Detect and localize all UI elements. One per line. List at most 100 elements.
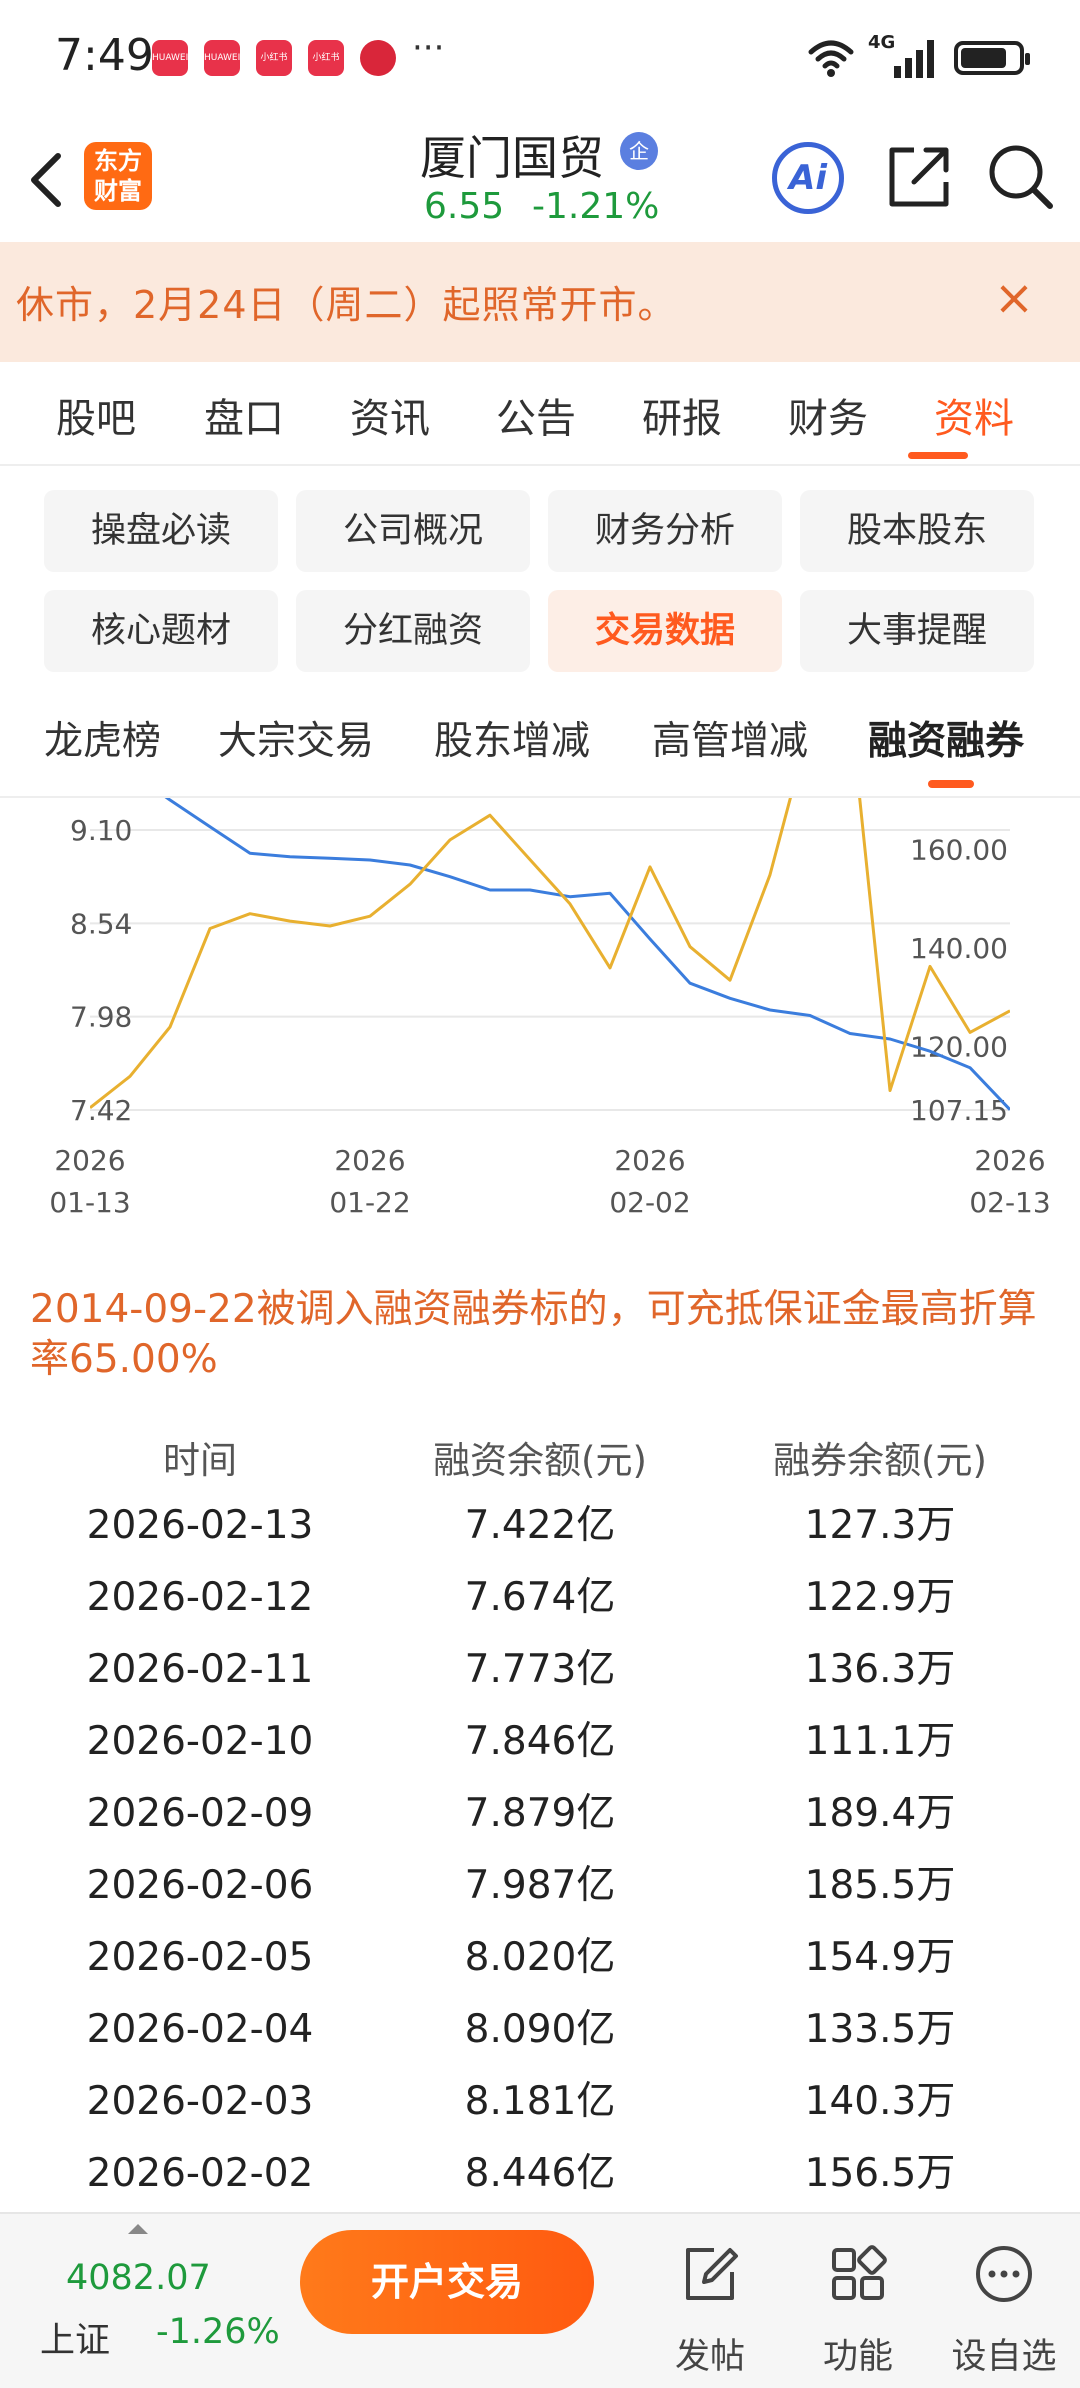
row-financing-balance: 7.422亿 bbox=[464, 1503, 616, 1548]
share-icon[interactable] bbox=[884, 142, 954, 212]
status-time: 7:49 bbox=[55, 30, 154, 81]
index-value[interactable]: 4082.07 bbox=[66, 2258, 211, 2298]
row-financing-balance: 8.090亿 bbox=[464, 2007, 616, 2052]
enterprise-badge-icon: 企 bbox=[620, 132, 658, 170]
stock-header: 东方 财富 厦门国贸 企 6.55 -1.21% Ai bbox=[0, 110, 1080, 240]
row-date: 2026-02-04 bbox=[86, 2007, 314, 2052]
network-type: 4G bbox=[868, 32, 896, 53]
close-icon[interactable]: × bbox=[993, 270, 1035, 326]
tab-profile[interactable]: 资料 bbox=[934, 396, 1014, 442]
row-short-balance: 189.4万 bbox=[804, 1791, 956, 1836]
row-financing-balance: 8.446亿 bbox=[464, 2151, 616, 2196]
chip-trading-data[interactable]: 交易数据 bbox=[548, 590, 782, 672]
short-balance-line bbox=[90, 798, 1010, 1109]
wifi-icon bbox=[808, 40, 854, 77]
row-date: 2026-02-06 bbox=[86, 1863, 314, 1908]
subtab-dragon-tiger[interactable]: 龙虎榜 bbox=[44, 719, 162, 764]
y-right-tick-label: 107.15 bbox=[910, 1094, 1008, 1127]
header-short-balance: 融券余额(元) bbox=[773, 1439, 987, 1482]
tab-announcements[interactable]: 公告 bbox=[496, 396, 576, 442]
huawei-notification-icon: HUAWEI bbox=[204, 40, 240, 76]
caret-up-icon[interactable] bbox=[128, 2224, 148, 2234]
row-financing-balance: 8.020亿 bbox=[464, 1935, 616, 1980]
add-watchlist-button[interactable]: 设自选 bbox=[944, 2244, 1064, 2379]
index-name[interactable]: 上证 bbox=[40, 2321, 111, 2361]
more-notifications-icon: ··· bbox=[412, 28, 445, 68]
trading-data-subtabs: 龙虎榜 大宗交易 股东增减 高管增减 融资融券 bbox=[0, 700, 1080, 798]
add-watchlist-label: 设自选 bbox=[951, 2337, 1057, 2377]
row-short-balance: 133.5万 bbox=[804, 2007, 956, 2052]
x-tick-label-year: 2026 bbox=[334, 1144, 405, 1177]
banner-text: 休市，2月24日（周二）起照常开市。 bbox=[16, 283, 677, 327]
tab-pankou[interactable]: 盘口 bbox=[204, 396, 284, 442]
subtab-block-trade[interactable]: 大宗交易 bbox=[218, 719, 375, 764]
tab-news[interactable]: 资讯 bbox=[350, 396, 430, 442]
margin-trading-chart: 9.108.547.987.42160.00140.00120.00107.15… bbox=[49, 798, 1051, 1219]
row-date: 2026-02-13 bbox=[86, 1503, 314, 1548]
y-left-tick-label: 8.54 bbox=[70, 907, 132, 940]
search-icon[interactable] bbox=[986, 140, 1056, 214]
row-financing-balance: 7.773亿 bbox=[464, 1647, 616, 1692]
row-short-balance: 127.3万 bbox=[804, 1503, 956, 1548]
index-change[interactable]: -1.26% bbox=[156, 2312, 280, 2352]
chip-share-capital[interactable]: 股本股东 bbox=[800, 490, 1034, 572]
row-financing-balance: 7.879亿 bbox=[464, 1791, 616, 1836]
post-button[interactable]: 发帖 bbox=[650, 2244, 770, 2379]
subtab-margin-trading[interactable]: 融资融券 bbox=[868, 719, 1025, 764]
row-date: 2026-02-03 bbox=[86, 2079, 314, 2124]
row-financing-balance: 7.987亿 bbox=[464, 1863, 616, 1908]
y-left-tick-label: 9.10 bbox=[70, 814, 132, 847]
table-row: 2026-02-12 7.674亿 122.9万 bbox=[0, 1562, 1080, 1634]
function-button[interactable]: 功能 bbox=[798, 2244, 918, 2379]
header-date: 时间 bbox=[163, 1439, 237, 1482]
row-short-balance: 122.9万 bbox=[804, 1575, 956, 1620]
subtab-executive-change[interactable]: 高管增减 bbox=[652, 719, 809, 764]
table-row: 2026-02-09 7.879亿 189.4万 bbox=[0, 1778, 1080, 1850]
row-short-balance: 136.3万 bbox=[804, 1647, 956, 1692]
market-closed-banner: 休市，2月24日（周二）起照常开市。 × bbox=[0, 242, 1080, 362]
tab-research[interactable]: 研报 bbox=[642, 396, 722, 442]
tab-finance[interactable]: 财务 bbox=[788, 396, 868, 442]
status-bar: 7:49 HUAWEI HUAWEI 小红书 小红书 ··· 4G bbox=[0, 0, 1080, 110]
chip-core-themes[interactable]: 核心题材 bbox=[44, 590, 278, 672]
table-row: 2026-02-05 8.020亿 154.9万 bbox=[0, 1922, 1080, 1994]
tab-guba[interactable]: 股吧 bbox=[56, 396, 136, 442]
main-tabs: 股吧 盘口 资讯 公告 研报 财务 资料 bbox=[0, 372, 1080, 466]
chip-must-read[interactable]: 操盘必读 bbox=[44, 490, 278, 572]
row-short-balance: 111.1万 bbox=[804, 1719, 956, 1764]
chip-company-overview[interactable]: 公司概况 bbox=[296, 490, 530, 572]
ai-assistant-button[interactable]: Ai bbox=[772, 142, 844, 214]
active-tab-indicator bbox=[908, 452, 968, 459]
header-financing-balance: 融资余额(元) bbox=[433, 1439, 647, 1482]
row-date: 2026-02-11 bbox=[86, 1647, 314, 1692]
chip-financial-analysis[interactable]: 财务分析 bbox=[548, 490, 782, 572]
function-label: 功能 bbox=[822, 2337, 893, 2377]
chip-major-events[interactable]: 大事提醒 bbox=[800, 590, 1034, 672]
subtab-shareholder-change[interactable]: 股东增减 bbox=[434, 719, 591, 764]
eastmoney-logo[interactable]: 东方 财富 bbox=[84, 142, 152, 210]
row-financing-balance: 7.846亿 bbox=[464, 1719, 616, 1764]
row-short-balance: 140.3万 bbox=[804, 2079, 956, 2124]
chip-dividend-financing[interactable]: 分红融资 bbox=[296, 590, 530, 672]
open-account-trade-button[interactable]: 开户交易 bbox=[300, 2230, 594, 2334]
row-short-balance: 156.5万 bbox=[804, 2151, 956, 2196]
more-icon bbox=[976, 2246, 1032, 2302]
table-row: 2026-02-03 8.181亿 140.3万 bbox=[0, 2066, 1080, 2138]
table-row: 2026-02-02 8.446亿 156.5万 bbox=[0, 2138, 1080, 2210]
edit-icon bbox=[686, 2248, 738, 2300]
row-financing-balance: 7.674亿 bbox=[464, 1575, 616, 1620]
post-label: 发帖 bbox=[674, 2337, 745, 2377]
table-row: 2026-02-11 7.773亿 136.3万 bbox=[0, 1634, 1080, 1706]
stock-price: 6.55 bbox=[424, 186, 505, 227]
huawei-notification-icon: HUAWEI bbox=[152, 40, 188, 76]
xiaohongshu-notification-icon: 小红书 bbox=[256, 40, 292, 76]
row-short-balance: 185.5万 bbox=[804, 1863, 956, 1908]
x-tick-label-date: 01-22 bbox=[329, 1186, 410, 1219]
row-financing-balance: 8.181亿 bbox=[464, 2079, 616, 2124]
y-left-tick-label: 7.98 bbox=[70, 1001, 132, 1034]
table-row: 2026-02-04 8.090亿 133.5万 bbox=[0, 1994, 1080, 2066]
chevron-left-icon[interactable] bbox=[20, 140, 80, 220]
row-date: 2026-02-05 bbox=[86, 1935, 314, 1980]
row-date: 2026-02-10 bbox=[86, 1719, 314, 1764]
grid-icon bbox=[832, 2245, 887, 2300]
